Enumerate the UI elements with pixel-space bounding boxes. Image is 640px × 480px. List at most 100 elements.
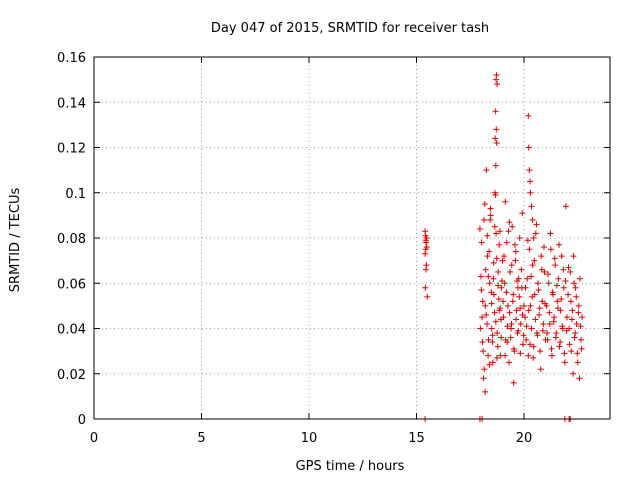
data-point xyxy=(482,302,489,309)
data-point xyxy=(484,253,491,260)
data-point xyxy=(480,375,487,382)
data-point xyxy=(568,348,575,355)
data-point xyxy=(552,262,559,269)
data-point xyxy=(510,379,517,386)
data-point xyxy=(506,219,513,226)
data-point xyxy=(560,284,567,291)
data-point xyxy=(565,264,572,271)
data-point xyxy=(479,314,486,321)
data-point xyxy=(490,275,497,282)
data-point xyxy=(550,318,557,325)
data-point xyxy=(501,280,508,287)
data-point xyxy=(573,320,580,327)
y-tick-label: 0.06 xyxy=(57,277,86,292)
data-point xyxy=(531,257,538,264)
data-point xyxy=(548,345,555,352)
data-point xyxy=(578,345,585,352)
data-point xyxy=(504,339,511,346)
data-point xyxy=(570,253,577,260)
data-point xyxy=(481,216,488,223)
data-point xyxy=(558,296,565,303)
data-point xyxy=(492,192,499,199)
data-point xyxy=(543,302,550,309)
chart-title: Day 047 of 2015, SRMTID for receiver tas… xyxy=(211,21,489,36)
data-point xyxy=(502,352,509,359)
data-point xyxy=(562,277,569,284)
data-point xyxy=(548,352,555,359)
data-point xyxy=(571,334,578,341)
data-point xyxy=(530,354,537,361)
data-point xyxy=(498,284,505,291)
data-point xyxy=(500,314,507,321)
data-point xyxy=(523,336,530,343)
data-point xyxy=(534,332,541,339)
data-point xyxy=(559,323,566,330)
y-tick-label: 0.08 xyxy=(57,232,86,247)
data-point xyxy=(556,343,563,350)
data-point xyxy=(505,359,512,366)
data-point xyxy=(495,268,502,275)
data-point xyxy=(566,341,573,348)
data-point xyxy=(519,341,526,348)
data-point xyxy=(504,323,511,330)
data-point xyxy=(572,330,579,337)
data-point xyxy=(572,284,579,291)
data-point xyxy=(493,126,500,133)
data-point xyxy=(527,178,534,185)
data-point xyxy=(523,323,530,330)
data-point xyxy=(557,339,564,346)
data-point xyxy=(503,289,510,296)
data-point xyxy=(492,318,499,325)
data-point xyxy=(494,282,501,289)
data-point xyxy=(493,255,500,262)
data-point xyxy=(488,300,495,307)
data-point xyxy=(513,316,520,323)
data-point xyxy=(525,352,532,359)
data-point xyxy=(500,298,507,305)
data-point xyxy=(540,244,547,251)
data-point xyxy=(484,232,491,239)
data-point xyxy=(573,293,580,300)
data-point xyxy=(424,293,431,300)
plot-frame xyxy=(93,56,611,420)
data-point xyxy=(558,253,565,260)
data-point xyxy=(482,266,489,273)
x-tick-label: 0 xyxy=(90,431,98,446)
data-point xyxy=(510,291,517,298)
data-point xyxy=(486,361,493,368)
data-point xyxy=(423,235,430,241)
data-point xyxy=(547,230,554,237)
data-point xyxy=(513,307,520,314)
data-point xyxy=(569,307,576,314)
data-point xyxy=(555,275,562,282)
y-tick-label: 0.16 xyxy=(57,51,86,66)
data-point xyxy=(494,330,501,337)
data-point xyxy=(502,198,509,205)
data-point xyxy=(492,108,499,115)
data-point xyxy=(509,298,516,305)
data-point xyxy=(506,309,513,316)
data-point xyxy=(478,273,484,280)
data-point xyxy=(524,275,531,282)
y-tick-label: 0 xyxy=(78,413,86,428)
data-point xyxy=(481,366,488,373)
data-point xyxy=(480,348,487,355)
data-point xyxy=(517,305,524,312)
data-point xyxy=(508,320,515,327)
data-point xyxy=(527,341,534,348)
data-point xyxy=(522,314,529,321)
data-point xyxy=(554,298,561,305)
data-point xyxy=(501,253,508,260)
data-point xyxy=(575,302,582,309)
data-point xyxy=(530,235,537,241)
data-point xyxy=(487,205,494,212)
data-point xyxy=(533,221,540,228)
axes: 0 0.02 0.04 0.06 0.08 0.1 0.12 0.14 0.16 0 5 10 15 20 xyxy=(57,51,610,446)
data-point xyxy=(485,273,492,280)
data-point xyxy=(482,388,489,395)
data-point xyxy=(511,241,518,248)
data-point xyxy=(520,332,527,339)
data-point xyxy=(567,298,574,305)
data-point xyxy=(492,135,499,142)
data-point xyxy=(575,309,582,316)
